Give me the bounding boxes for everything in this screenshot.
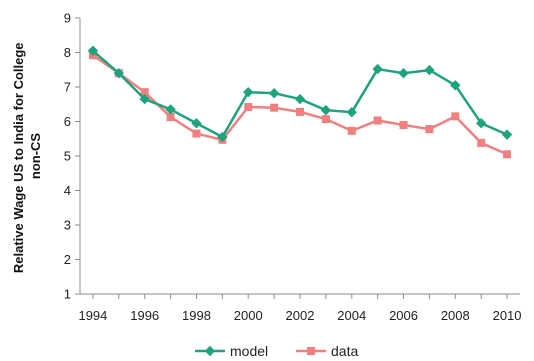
x-tick-label: 2010 bbox=[493, 308, 522, 323]
series-model bbox=[87, 45, 513, 143]
data-point-model bbox=[398, 67, 409, 79]
data-point-data bbox=[192, 129, 201, 138]
data-point-model bbox=[450, 80, 461, 91]
data-point-model bbox=[268, 88, 280, 99]
y-axis-title-line-2: non-CS bbox=[28, 133, 43, 180]
data-point-model bbox=[87, 45, 99, 56]
data-point-data bbox=[140, 88, 149, 97]
y-tick-label: 1 bbox=[64, 287, 71, 302]
data-point-model bbox=[501, 129, 513, 140]
series-data bbox=[88, 51, 512, 159]
y-tick-label: 7 bbox=[64, 80, 71, 95]
chart-legend: model data bbox=[195, 343, 358, 359]
x-tick-label: 2004 bbox=[337, 308, 366, 323]
data-point-data bbox=[166, 113, 175, 122]
x-tick-label: 2008 bbox=[441, 308, 470, 323]
data-point-model bbox=[113, 67, 125, 79]
data-point-model bbox=[217, 131, 228, 143]
y-axis-ticks: 1 2 3 4 5 6 7 8 9 bbox=[64, 11, 80, 302]
x-tick-label: 2000 bbox=[234, 308, 263, 323]
data-point-model bbox=[424, 64, 435, 76]
data-point-data bbox=[399, 120, 408, 129]
y-tick-label: 6 bbox=[64, 114, 71, 129]
legend-label: model bbox=[230, 343, 268, 359]
data-point-data bbox=[296, 107, 304, 116]
y-tick-label: 9 bbox=[64, 11, 71, 26]
legend-swatch-marker bbox=[307, 347, 315, 355]
data-point-data bbox=[347, 126, 356, 135]
data-point-data bbox=[270, 103, 279, 112]
data-point-data bbox=[373, 116, 382, 125]
data-point-model bbox=[346, 106, 357, 118]
y-tick-label: 3 bbox=[64, 218, 71, 233]
data-point-model bbox=[191, 118, 202, 129]
data-point-data bbox=[503, 150, 512, 159]
data-point-model bbox=[139, 93, 150, 105]
data-point-model bbox=[320, 104, 332, 116]
legend-item-data: data bbox=[296, 343, 358, 359]
y-tick-label: 8 bbox=[64, 45, 71, 60]
data-point-model bbox=[294, 93, 306, 105]
y-axis-title: Relative Wage US to India for College no… bbox=[11, 39, 43, 273]
data-point-model bbox=[165, 104, 176, 115]
data-point-data bbox=[451, 112, 460, 121]
y-axis-title-line-1: Relative Wage US to India for College bbox=[11, 42, 26, 273]
chart-axes bbox=[79, 18, 520, 295]
x-axis-ticks: 1994 1996 1998 2000 2002 2004 2006 2008 2010 bbox=[78, 294, 522, 323]
data-point-model bbox=[475, 118, 487, 129]
legend-item-model: model bbox=[195, 343, 268, 359]
series-layer bbox=[87, 45, 513, 159]
x-tick-label: 2006 bbox=[389, 308, 418, 323]
data-point-model bbox=[243, 86, 254, 98]
x-tick-label: 1998 bbox=[182, 308, 211, 323]
y-tick-label: 4 bbox=[64, 183, 71, 198]
data-point-data bbox=[425, 125, 434, 134]
x-tick-label: 2002 bbox=[286, 308, 315, 323]
y-tick-label: 5 bbox=[64, 149, 71, 164]
legend-label: data bbox=[331, 343, 358, 359]
x-tick-label: 1994 bbox=[78, 308, 107, 323]
y-tick-label: 2 bbox=[64, 252, 71, 267]
data-point-data bbox=[244, 103, 253, 112]
data-point-data bbox=[321, 115, 330, 124]
data-point-data bbox=[477, 138, 486, 147]
series-line-data bbox=[92, 54, 508, 156]
data-point-model bbox=[372, 63, 383, 75]
legend-swatch-marker bbox=[204, 345, 216, 357]
x-tick-label: 1996 bbox=[130, 308, 159, 323]
